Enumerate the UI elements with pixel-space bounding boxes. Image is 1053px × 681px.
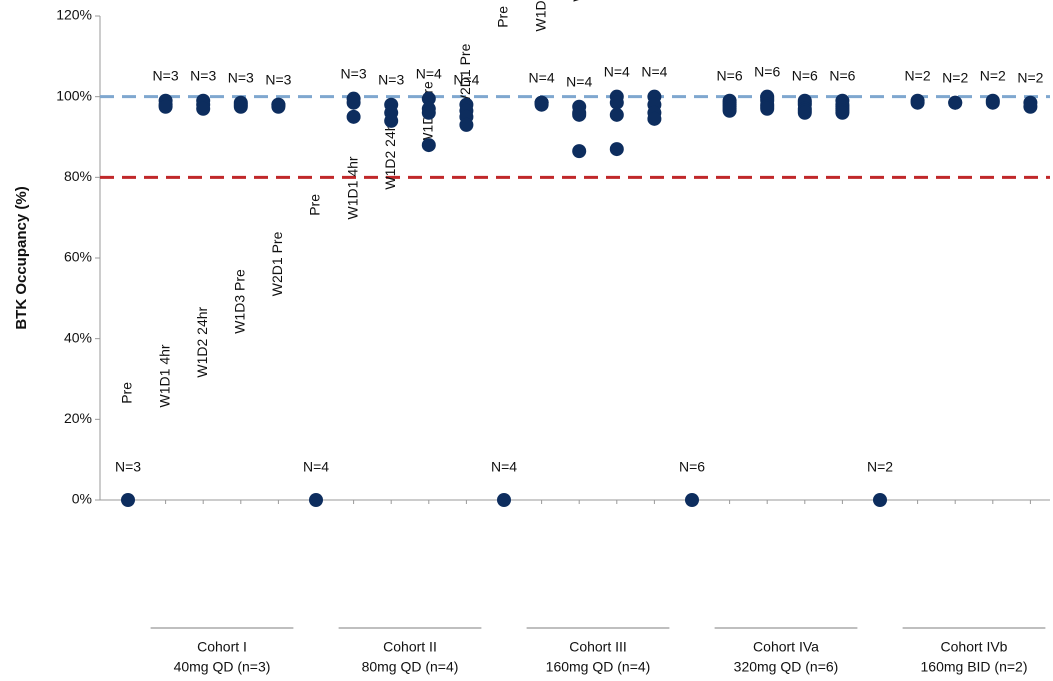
n-label: N=3 <box>190 67 216 83</box>
dot <box>309 493 323 507</box>
dot <box>421 105 436 120</box>
dot <box>685 493 699 507</box>
group-dose: 320mg QD (n=6) <box>734 659 839 675</box>
n-label: N=4 <box>416 65 442 81</box>
dot <box>459 117 474 132</box>
y-tick-label: 0% <box>72 491 92 507</box>
dot <box>572 144 587 159</box>
dot <box>233 99 248 114</box>
dot <box>609 107 624 122</box>
y-tick-label: 80% <box>64 168 92 184</box>
dot <box>760 101 775 116</box>
x-tick-label: Pre <box>307 194 323 216</box>
y-tick-label: 120% <box>56 7 92 23</box>
x-tick-label: Pre <box>495 6 511 28</box>
x-tick-label: W1D2 24hr <box>570 0 586 2</box>
x-tick-label: W1D3 Pre <box>232 269 248 334</box>
dot <box>384 113 399 128</box>
y-tick-label: 60% <box>64 249 92 265</box>
group-label: Cohort I <box>197 639 247 655</box>
n-label: N=6 <box>679 459 705 475</box>
dot <box>948 95 963 110</box>
n-label: N=4 <box>604 63 630 79</box>
y-tick-label: 100% <box>56 87 92 103</box>
dot <box>797 105 812 120</box>
group-dose: 160mg QD (n=4) <box>546 659 651 675</box>
x-tick-label: W1D1 4hr <box>344 156 360 219</box>
y-tick-label: 40% <box>64 329 92 345</box>
dot <box>421 138 436 153</box>
dot <box>873 493 887 507</box>
n-label: N=2 <box>1017 69 1043 85</box>
group-dose: 160mg BID (n=2) <box>921 659 1028 675</box>
dot <box>346 95 361 110</box>
dot <box>421 91 436 106</box>
y-tick-label: 20% <box>64 410 92 426</box>
group-label: Cohort IVb <box>941 639 1008 655</box>
group-dose: 80mg QD (n=4) <box>362 659 459 675</box>
n-label: N=3 <box>341 65 367 81</box>
n-label: N=6 <box>829 67 855 83</box>
dot <box>271 99 286 114</box>
dot <box>196 101 211 116</box>
x-tick-label: W2D1 Pre <box>269 231 285 296</box>
n-label: N=4 <box>641 63 667 79</box>
n-label: N=3 <box>228 69 254 85</box>
n-label: N=3 <box>153 67 179 83</box>
dot <box>121 493 135 507</box>
dot <box>985 95 1000 110</box>
x-tick-label: W1D1 4hr <box>156 344 172 407</box>
group-label: Cohort IVa <box>753 639 819 655</box>
group-dose: 40mg QD (n=3) <box>174 659 271 675</box>
n-label: N=2 <box>942 69 968 85</box>
x-tick-label: W1D2 24hr <box>382 118 398 189</box>
n-label: N=3 <box>378 71 404 87</box>
group-label: Cohort II <box>383 639 437 655</box>
dot <box>497 493 511 507</box>
n-label: N=4 <box>491 459 517 475</box>
n-label: N=3 <box>265 71 291 87</box>
x-tick-label: W2D1 Pre <box>457 43 473 108</box>
dot <box>572 107 587 122</box>
group-label: Cohort III <box>569 639 627 655</box>
dot <box>609 142 624 157</box>
n-label: N=6 <box>792 67 818 83</box>
n-label: N=4 <box>566 73 592 89</box>
x-tick-label: W1D2 24hr <box>194 306 210 377</box>
dot <box>158 99 173 114</box>
dot <box>534 97 549 112</box>
n-label: N=4 <box>453 71 479 87</box>
n-label: N=3 <box>115 459 141 475</box>
n-label: N=6 <box>717 67 743 83</box>
n-label: N=6 <box>754 63 780 79</box>
y-axis-label: BTK Occupancy (%) <box>13 186 30 329</box>
x-tick-label: W1D1 4hr <box>532 0 548 31</box>
n-label: N=2 <box>867 459 893 475</box>
n-label: N=2 <box>905 67 931 83</box>
dot <box>647 111 662 126</box>
n-label: N=2 <box>980 67 1006 83</box>
dot <box>910 95 925 110</box>
dot <box>609 95 624 110</box>
x-tick-label: Pre <box>119 382 135 404</box>
dot <box>835 105 850 120</box>
dot <box>1023 99 1038 114</box>
dot <box>346 109 361 124</box>
n-label: N=4 <box>303 459 329 475</box>
n-label: N=4 <box>529 69 555 85</box>
dot <box>722 103 737 118</box>
